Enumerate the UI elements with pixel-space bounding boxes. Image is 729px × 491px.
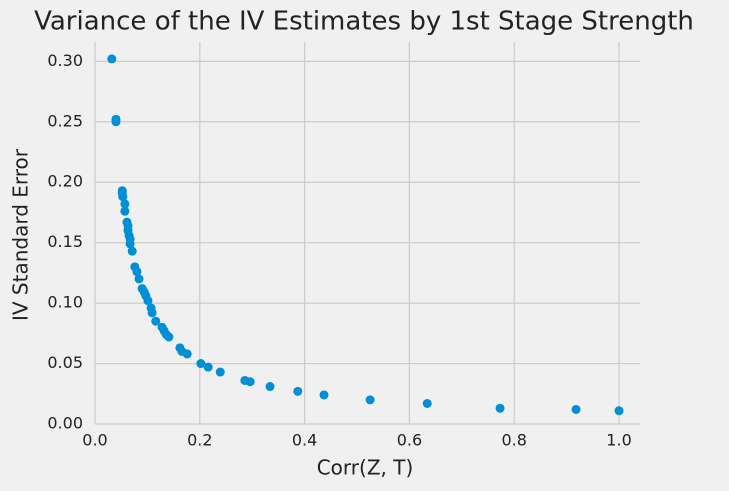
x-tick-label: 0.0 [82,431,107,450]
point [265,382,275,392]
y-tick-label: 0.05 [47,353,83,372]
point [571,404,581,414]
point [215,367,225,377]
point [120,206,130,216]
point [422,398,432,408]
y-tick-label: 0.00 [47,414,83,433]
x-tick-label: 0.4 [292,431,317,450]
grid [94,42,640,425]
point [319,390,329,400]
point [164,332,174,342]
y-axis-label: IV Standard Error [9,148,33,321]
point [107,54,117,64]
y-tick-label: 0.20 [47,172,83,191]
x-axis-label: Corr(Z, T) [317,456,414,480]
y-tick-label: 0.15 [47,232,83,251]
point [111,117,121,127]
point [365,395,375,405]
point [134,274,144,284]
point [118,192,128,202]
x-tick-label: 0.6 [397,431,422,450]
point [143,296,153,306]
point [132,267,142,277]
point [182,349,192,359]
x-tick-label: 0.2 [187,431,212,450]
point [245,377,255,387]
point [151,316,161,326]
point [293,386,303,396]
point [203,362,213,372]
point [125,239,135,249]
chart-title: Variance of the IV Estimates by 1st Stag… [34,7,694,37]
y-tick-label: 0.10 [47,293,83,312]
point [196,359,206,369]
y-tick-label: 0.25 [47,111,83,130]
x-tick-label: 1.0 [606,431,631,450]
point [147,308,157,318]
y-tick-label: 0.30 [47,51,83,70]
point [495,403,505,413]
x-tick-label: 0.8 [502,431,527,450]
point [127,246,137,256]
points [107,54,624,416]
point [614,406,624,416]
point [120,199,130,209]
